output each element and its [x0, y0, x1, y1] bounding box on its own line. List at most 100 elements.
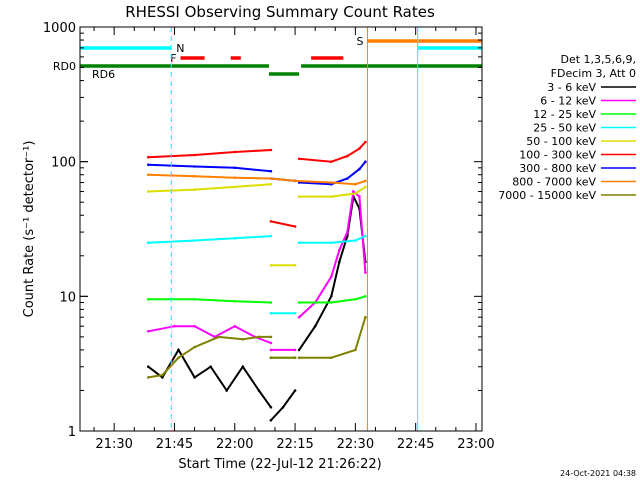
data-point — [257, 389, 261, 392]
data-point — [364, 234, 367, 238]
data-point — [354, 182, 357, 186]
data-point — [233, 150, 237, 154]
rd6-flag-label: RD6 — [92, 68, 115, 81]
legend-label: 7000 - 15000 keV — [498, 189, 596, 202]
data-point — [364, 160, 367, 163]
data-point — [233, 166, 237, 170]
y-axis-label: Count Rate (s⁻¹ detector⁻¹) — [22, 141, 37, 318]
data-point — [161, 376, 164, 379]
data-point — [297, 157, 301, 161]
data-point — [297, 348, 301, 352]
data-point — [257, 335, 261, 339]
data-point — [352, 190, 355, 193]
data-point — [193, 188, 196, 191]
series-line — [148, 235, 271, 244]
data-point — [147, 376, 150, 379]
data-point — [193, 174, 196, 178]
x-tick-label: 22:45 — [397, 437, 434, 452]
data-point — [269, 234, 273, 238]
data-point — [193, 153, 196, 157]
data-point — [147, 298, 150, 301]
data-point — [147, 330, 150, 333]
data-point — [233, 185, 237, 189]
data-point — [346, 154, 349, 158]
series-line — [148, 298, 271, 304]
night-flag-label: N — [176, 42, 184, 55]
data-point — [330, 181, 333, 184]
data-point — [297, 241, 301, 244]
legend-label: 300 - 800 keV — [519, 162, 596, 175]
series-line — [299, 235, 366, 244]
data-point — [293, 356, 297, 360]
data-point — [177, 356, 180, 360]
data-point — [147, 365, 150, 369]
data-point — [297, 356, 301, 360]
series-line — [148, 183, 271, 193]
data-point — [297, 195, 301, 198]
data-point — [330, 275, 333, 279]
legend-label: 3 - 6 keV — [547, 81, 596, 94]
series-3 — [147, 234, 367, 315]
data-point — [354, 239, 357, 242]
data-point — [293, 311, 297, 315]
legend-label: 50 - 100 keV — [526, 135, 596, 148]
data-point — [293, 225, 297, 228]
series-line — [148, 149, 271, 159]
data-point — [225, 389, 228, 392]
x-tick-label: 22:30 — [337, 437, 374, 452]
legend-header-line2: FDecim 3, Att 0 — [551, 67, 636, 80]
flare-flag-label: F — [170, 52, 176, 65]
x-axis-label: Start Time (22-Jul-12 21:26:22) — [178, 457, 381, 472]
data-point — [354, 298, 357, 301]
data-point — [147, 173, 150, 176]
data-point — [147, 163, 150, 166]
x-tick-label: 23:00 — [457, 437, 494, 452]
data-point — [354, 192, 357, 195]
series-line — [147, 347, 272, 408]
data-point — [193, 298, 196, 301]
series-line — [299, 186, 366, 198]
x-tick-label: 21:30 — [95, 437, 132, 452]
data-point — [269, 356, 273, 360]
data-point — [364, 295, 367, 298]
series-line — [299, 316, 367, 359]
data-point — [297, 301, 301, 304]
legend-label: 100 - 300 keV — [519, 149, 596, 162]
footer-timestamp: 24-Oct-2021 04:38 — [560, 469, 636, 478]
data-point — [193, 345, 196, 349]
legend-label: 6 - 12 keV — [540, 95, 596, 108]
data-point — [338, 260, 341, 264]
data-point — [193, 376, 196, 379]
data-point — [364, 179, 367, 183]
legend-label: 25 - 50 keV — [533, 122, 596, 135]
data-point — [209, 365, 212, 369]
data-point — [364, 140, 367, 144]
y-tick-label: 100 — [51, 156, 76, 171]
y-tick-label: 1000 — [43, 21, 76, 36]
series-4 — [147, 182, 367, 267]
data-point — [269, 182, 273, 186]
series-line — [270, 220, 296, 228]
chart-title: RHESSI Observing Summary Count Rates — [125, 3, 435, 21]
plot-frame — [79, 26, 483, 432]
data-point — [330, 241, 333, 244]
series-0 — [147, 193, 367, 422]
data-point — [269, 177, 273, 180]
data-point — [161, 373, 164, 377]
data-point — [330, 195, 333, 198]
data-point — [147, 155, 150, 159]
series-line — [270, 389, 296, 421]
data-point — [269, 311, 273, 315]
data-point — [269, 220, 273, 223]
data-point — [338, 248, 341, 252]
x-tick-label: 22:00 — [216, 437, 253, 452]
data-point — [193, 324, 196, 328]
rd0-flag-label: RD0 — [53, 60, 76, 73]
plot-data — [147, 140, 367, 422]
data-point — [147, 241, 150, 244]
data-point — [354, 348, 357, 352]
series-line — [148, 335, 271, 379]
data-point — [269, 148, 273, 152]
data-point — [330, 160, 333, 163]
